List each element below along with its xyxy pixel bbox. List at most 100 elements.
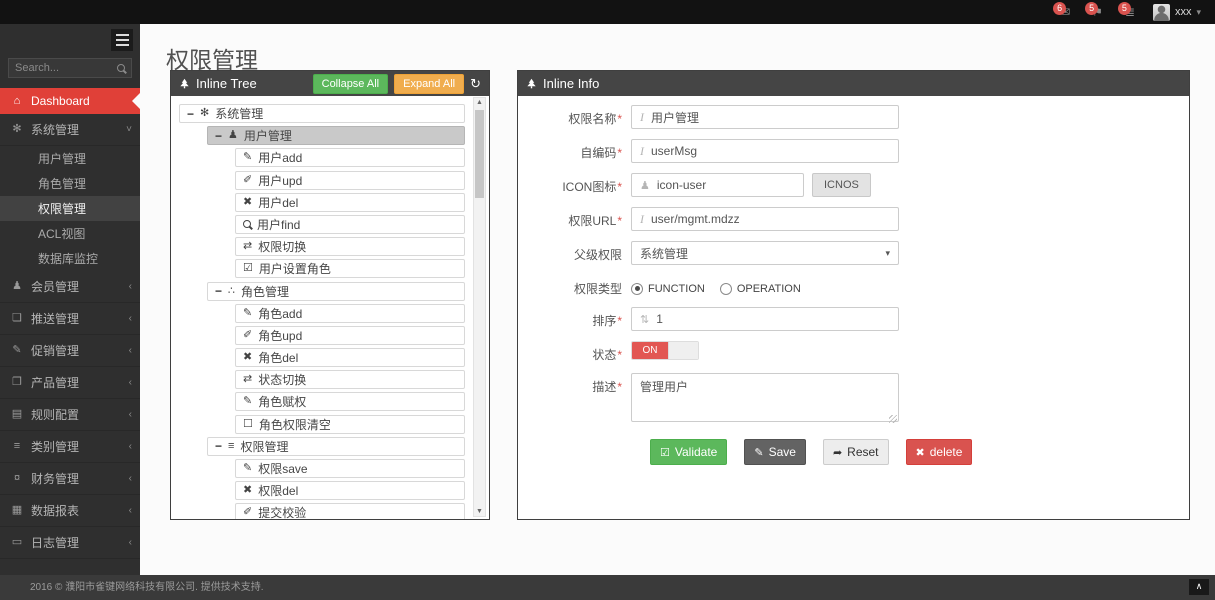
sidebar-item-促销管理[interactable]: ✎ 促销管理 ‹ xyxy=(0,335,140,367)
tree-node-角色权限清空[interactable]: ☐ 角色权限清空 xyxy=(235,414,465,434)
sidebar-item-系统管理[interactable]: ✻ 系统管理 ˅ xyxy=(0,114,140,146)
tree-node-角色add[interactable]: ✎ 角色add xyxy=(235,303,465,323)
tree-node-用户add[interactable]: ✎ 用户add xyxy=(235,148,465,168)
sidebar-item-日志管理[interactable]: ▭ 日志管理 ‹ xyxy=(0,527,140,559)
collapse-minus-icon[interactable]: − xyxy=(187,106,195,121)
tree-node-系统管理[interactable]: − ✻ 系统管理 xyxy=(179,104,465,123)
validate-button[interactable]: ☑ Validate xyxy=(650,439,728,465)
sidebar-toggle-button[interactable] xyxy=(111,29,133,51)
scroll-top-button[interactable]: ∧ xyxy=(1189,579,1209,595)
code-input[interactable] xyxy=(651,144,890,158)
tree-node-label: 角色管理 xyxy=(241,284,290,299)
required-star: * xyxy=(617,314,622,328)
collapse-all-button[interactable]: Collapse All xyxy=(312,73,389,94)
expand-all-button[interactable]: Expand All xyxy=(394,73,465,94)
scroll-up-icon[interactable]: ▲ xyxy=(476,99,483,106)
envelope-nav-item[interactable]: ✉ 6 xyxy=(1053,2,1070,18)
tree-scrollbar[interactable]: ▲ ▼ xyxy=(473,97,486,517)
chevron-down-icon: ˅ xyxy=(126,124,132,135)
toggle-handle xyxy=(668,342,698,359)
switch-icon: ⇄ xyxy=(243,240,253,253)
user-icon: ♟ xyxy=(228,129,238,142)
inline-tree-header: Inline Tree Collapse All Expand All ↻ xyxy=(171,71,489,96)
icon-input[interactable] xyxy=(656,178,795,192)
tasks-nav-item[interactable]: ≣5 xyxy=(1117,2,1135,18)
chevron-down-icon: ▾ xyxy=(1196,6,1201,17)
tree-node-label: 状态切换 xyxy=(258,373,307,388)
sidebar-item-数据报表[interactable]: ▦ 数据报表 ‹ xyxy=(0,495,140,527)
sidebar-item-会员管理[interactable]: ♟ 会员管理 ‹ xyxy=(0,271,140,303)
tree-node-用户upd[interactable]: ✐ 用户upd xyxy=(235,170,465,190)
collapse-minus-icon[interactable]: − xyxy=(215,128,223,143)
sort-input[interactable] xyxy=(656,312,890,326)
sidebar-item-类别管理[interactable]: ≡ 类别管理 ‹ xyxy=(0,431,140,463)
field-label: 权限名称* xyxy=(568,112,622,126)
x-icon: ✖ xyxy=(243,351,253,364)
sidebar-item-角色管理[interactable]: 角色管理 xyxy=(0,171,140,196)
search-icon xyxy=(117,64,125,72)
tree-node-权限save[interactable]: ✎ 权限save xyxy=(235,459,465,478)
field-label: 自编码* xyxy=(580,146,622,160)
description-textarea[interactable]: 管理用户 xyxy=(631,373,899,422)
sidebar-item-ACL视图[interactable]: ACL视图 xyxy=(0,221,140,246)
scrollbar-thumb[interactable] xyxy=(475,110,484,198)
field-label: 权限URL* xyxy=(568,214,622,228)
radio-function[interactable]: FUNCTION xyxy=(631,282,705,295)
search-input[interactable] xyxy=(15,62,117,74)
panel-title: Inline Info xyxy=(543,76,600,91)
tree-node-用户find[interactable]: 用户find xyxy=(235,214,465,234)
tree-icon xyxy=(180,78,189,89)
tree-node-用户设置角色[interactable]: ☑ 用户设置角色 xyxy=(235,259,465,279)
tree-node-角色赋权[interactable]: ✎ 角色赋权 xyxy=(235,392,465,412)
required-star: * xyxy=(617,146,622,160)
tree-node-状态切换[interactable]: ⇄ 状态切换 xyxy=(235,370,465,390)
tree-node-用户del[interactable]: ✖ 用户del xyxy=(235,192,465,212)
resize-handle[interactable] xyxy=(889,415,897,423)
tree-node-权限del[interactable]: ✖ 权限del xyxy=(235,481,465,501)
chart-icon: ▦ xyxy=(11,504,23,516)
status-toggle[interactable]: ON xyxy=(631,341,699,360)
sidebar-item-财务管理[interactable]: ¤ 财务管理 ‹ xyxy=(0,463,140,495)
sidebar-item-用户管理[interactable]: 用户管理 xyxy=(0,146,140,171)
tree-node-用户管理[interactable]: − ♟ 用户管理 xyxy=(207,126,465,146)
tree-node-权限切换[interactable]: ⇄ 权限切换 xyxy=(235,237,465,257)
save-button[interactable]: ✎ Save xyxy=(744,439,806,465)
tree-node-label: 权限切换 xyxy=(258,240,307,255)
sidebar-item-权限管理[interactable]: 权限管理 xyxy=(0,196,140,221)
scroll-down-icon[interactable]: ▼ xyxy=(476,508,483,515)
url-input[interactable] xyxy=(651,212,890,226)
sidebar-item-label: 数据报表 xyxy=(31,504,80,518)
icnos-button[interactable]: ICNOS xyxy=(812,173,871,197)
icon-field: ♟ xyxy=(631,173,804,197)
permission-name-input[interactable] xyxy=(651,110,890,124)
sidebar-item-推送管理[interactable]: ❏ 推送管理 ‹ xyxy=(0,303,140,335)
user-menu[interactable]: xxx ▾ xyxy=(1152,3,1201,21)
description-field: 管理用户 xyxy=(631,373,899,427)
flag-nav-item[interactable]: ⚑ 5 xyxy=(1085,2,1103,18)
sidebar-item-规则配置[interactable]: ▤ 规则配置 ‹ xyxy=(0,399,140,431)
tree-node-提交校验[interactable]: ✐ 提交校验 xyxy=(235,503,465,519)
tree-node-权限管理[interactable]: − ≡ 权限管理 xyxy=(207,436,465,456)
sidebar-item-Dashboard[interactable]: ⌂ Dashboard xyxy=(0,88,140,114)
push-icon: ❏ xyxy=(12,312,22,324)
collapse-minus-icon[interactable]: − xyxy=(215,284,223,298)
close-icon: ✖ xyxy=(915,446,925,459)
tree-node-角色upd[interactable]: ✐ 角色upd xyxy=(235,325,465,345)
sidebar-item-label: 日志管理 xyxy=(31,536,80,550)
radio-operation[interactable]: OPERATION xyxy=(719,282,801,295)
refresh-icon[interactable]: ↻ xyxy=(470,76,481,91)
field-label: 状态* xyxy=(592,348,622,362)
reply-arrow-icon: ➦ xyxy=(832,446,843,459)
parent-permission-select[interactable]: 系统管理 ▾ xyxy=(631,241,899,265)
sidebar-item-产品管理[interactable]: ❐ 产品管理 ‹ xyxy=(0,367,140,399)
footer: 2016 © 濮阳市雀键网络科技有限公司. 提供技术支持. ∧ xyxy=(0,575,1215,600)
tree-node-角色del[interactable]: ✖ 角色del xyxy=(235,348,465,368)
reset-button[interactable]: ➦ Reset xyxy=(822,439,889,465)
sidebar-subitem-label: 角色管理 xyxy=(38,177,87,191)
delete-button[interactable]: ✖ delete xyxy=(905,439,973,465)
sidebar-item-数据库监控[interactable]: 数据库监控 xyxy=(0,246,140,271)
collapse-minus-icon[interactable]: − xyxy=(215,439,223,454)
sidebar-item-label: 类别管理 xyxy=(31,440,80,454)
tree-node-label: 用户find xyxy=(257,217,301,232)
tree-node-角色管理[interactable]: − ∴ 角色管理 xyxy=(207,281,465,301)
